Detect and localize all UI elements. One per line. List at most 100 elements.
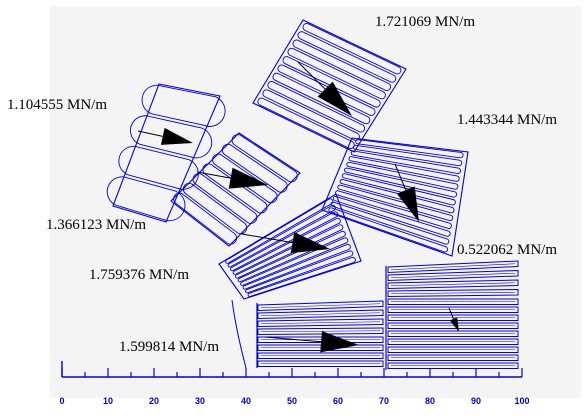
conductor-strip xyxy=(387,314,519,321)
conductor-strip xyxy=(173,192,237,245)
arrow-head xyxy=(228,167,268,189)
conductor-strip xyxy=(387,338,519,345)
scale-tick-label: 0 xyxy=(59,396,64,406)
conductor-strip xyxy=(339,178,455,214)
arrow-shaft xyxy=(137,130,163,137)
conductor-strip xyxy=(272,72,371,125)
conductor-strip xyxy=(225,198,334,264)
scale-tick-label: 10 xyxy=(103,396,113,406)
arrow-shaft xyxy=(196,171,231,179)
arrow-shaft xyxy=(394,163,407,191)
strip-centerline xyxy=(390,272,516,279)
conductor-strip xyxy=(257,336,384,343)
arrow-head xyxy=(317,81,352,116)
conductor-strip xyxy=(212,153,278,203)
conductor-strip xyxy=(232,217,341,275)
conductor-strip xyxy=(387,279,519,290)
coil-block-upper-left-outline xyxy=(112,83,221,223)
coil-block-upper-right-outline xyxy=(321,137,469,257)
arrow-head xyxy=(320,331,359,353)
conductor-strip xyxy=(387,354,519,361)
conductor-strip xyxy=(355,139,464,159)
arrow-shaft xyxy=(264,336,322,343)
scale-tick-label: 80 xyxy=(425,396,435,406)
conductor-strip xyxy=(387,269,519,282)
scale-tick-label: 90 xyxy=(471,396,481,406)
conductor-strip xyxy=(257,309,384,320)
mm-scale: 0 10 20 30 40 50 60 70 80 90 100 xyxy=(59,361,530,406)
conductor-strip xyxy=(292,39,391,91)
coil-block-upper-left xyxy=(106,83,226,223)
conductor-strip xyxy=(245,250,354,294)
conductor-strip xyxy=(328,207,449,253)
conductor-strip xyxy=(257,352,384,359)
force-arrow-upper-left xyxy=(137,127,193,145)
conductor-strip xyxy=(297,31,397,83)
conductor-strip xyxy=(337,184,454,222)
conductor-strip xyxy=(182,182,248,235)
conductor-strip xyxy=(387,330,519,337)
conductor-strip xyxy=(231,134,298,183)
conductor-strip xyxy=(242,243,351,290)
strip-centerline xyxy=(390,263,516,271)
arrow-head xyxy=(290,232,330,254)
scale-tick-label: 60 xyxy=(333,396,343,406)
coil-block-mid-left-outline xyxy=(170,132,301,247)
coil-block-bottom-left xyxy=(257,300,384,367)
conductor-strip xyxy=(387,260,519,274)
coil-block-bottom-right xyxy=(387,260,519,369)
coil-block-lower-left xyxy=(218,193,362,300)
plot-background xyxy=(50,6,581,398)
conductor-strip xyxy=(387,298,519,305)
conductor-strip xyxy=(192,173,258,224)
scale-tick-label: 50 xyxy=(287,396,297,406)
conductor-strip xyxy=(257,327,384,336)
conductor-strip xyxy=(346,161,459,190)
force-arrow-lower-left xyxy=(241,232,330,254)
coil-block-top-outline xyxy=(252,19,407,153)
conductor-strip xyxy=(387,362,519,369)
conductor-strip xyxy=(287,47,386,100)
conductor-strip xyxy=(387,288,519,298)
conductor-strip xyxy=(348,156,460,182)
strip-centerline xyxy=(260,321,381,325)
arrow-shaft xyxy=(297,61,326,90)
conductor-strip xyxy=(237,230,346,283)
conductor-strip xyxy=(330,201,450,245)
force-label-mid-left: 1.366123 MN/m xyxy=(46,217,147,233)
conductor-strip xyxy=(277,64,376,116)
conductor-strip xyxy=(332,196,451,237)
conductor-strip xyxy=(257,300,384,312)
force-arrow-bottom xyxy=(264,331,359,353)
arrow-shaft xyxy=(448,307,454,319)
conductor-strip xyxy=(387,306,519,313)
coil-blocks xyxy=(106,19,519,370)
force-arrow-upper-right xyxy=(394,163,419,222)
scale-tick-label: 40 xyxy=(241,396,251,406)
conductor-strip xyxy=(221,143,288,193)
arrow-shaft xyxy=(241,233,293,244)
conductor-strip xyxy=(130,115,213,159)
coil-block-mid-left xyxy=(170,132,301,247)
force-label-top: 1.721069 MN/m xyxy=(375,14,476,30)
conductor-strip xyxy=(202,163,268,214)
coil-block-top xyxy=(252,19,407,153)
conductor-strip xyxy=(230,211,339,272)
force-label-lower-left: 1.759376 MN/m xyxy=(89,267,190,283)
conductor-strip xyxy=(106,176,186,222)
strip-centerline xyxy=(390,282,516,287)
conductor-strip xyxy=(262,89,360,141)
conductor-strip xyxy=(302,22,402,75)
strip-centerline xyxy=(260,303,381,309)
arrow-head xyxy=(396,186,419,222)
arrow-head xyxy=(449,317,459,332)
scale-tick-label: 30 xyxy=(195,396,205,406)
conductor-strip xyxy=(267,81,366,133)
force-label-upper-left: 1.104555 MN/m xyxy=(7,97,108,113)
force-label-bottom: 1.599814 MN/m xyxy=(119,339,220,355)
conductor-strip xyxy=(341,173,456,206)
force-label-right-lower: 0.522062 MN/m xyxy=(457,242,558,258)
conductor-strip xyxy=(350,150,461,174)
conductor-strip xyxy=(282,56,381,108)
